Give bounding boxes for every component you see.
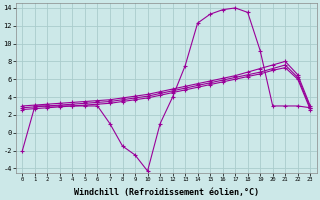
X-axis label: Windchill (Refroidissement éolien,°C): Windchill (Refroidissement éolien,°C)	[74, 188, 259, 197]
